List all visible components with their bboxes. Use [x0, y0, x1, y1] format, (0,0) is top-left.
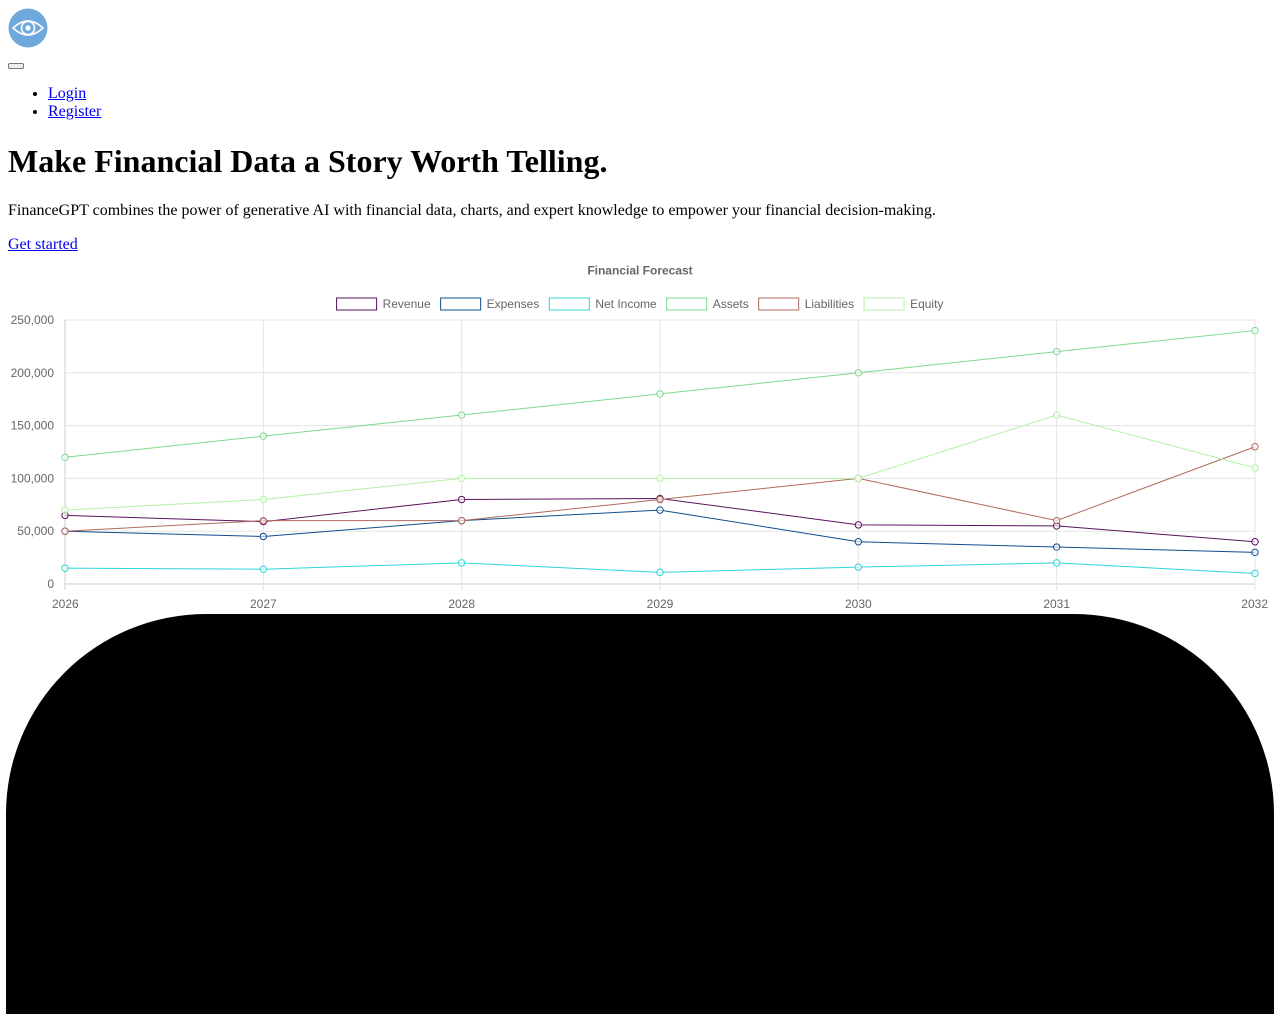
y-tick-label: 50,000 [17, 524, 54, 538]
data-point [457, 411, 466, 419]
legend-swatch [440, 297, 482, 311]
legend-swatch [548, 297, 590, 311]
y-tick-label: 250,000 [11, 313, 55, 327]
legend-swatch [758, 297, 800, 311]
legend-item: Equity [863, 297, 943, 311]
legend-label: Assets [713, 297, 749, 311]
legend-item: Expenses [440, 297, 540, 311]
data-point [1251, 464, 1259, 472]
y-tick-label: 200,000 [11, 366, 55, 380]
data-point [259, 565, 268, 573]
hero-description: FinanceGPT combines the power of generat… [8, 202, 936, 219]
data-point [854, 474, 863, 483]
data-point [656, 390, 664, 398]
legend-swatch [336, 297, 378, 311]
data-point [457, 559, 466, 567]
data-point [259, 495, 268, 504]
data-point [1251, 326, 1259, 335]
x-tick-label: 2030 [845, 597, 872, 611]
legend-item: Assets [666, 297, 749, 311]
y-tick-label: 0 [47, 577, 54, 591]
x-tick-label: 2031 [1043, 597, 1070, 611]
series-net-income [61, 559, 1259, 578]
data-point [259, 516, 268, 525]
legend-item: Revenue [336, 297, 431, 311]
data-point [259, 432, 268, 440]
legend-item: Liabilities [758, 297, 854, 311]
x-tick-label: 2028 [448, 597, 475, 611]
data-point [457, 495, 466, 504]
legend-item: Net Income [548, 297, 657, 311]
y-tick-label: 100,000 [11, 471, 55, 485]
legend-label: Liabilities [805, 297, 854, 311]
data-point [61, 506, 69, 514]
data-point [854, 369, 863, 377]
data-point [854, 521, 863, 529]
data-point [1052, 411, 1061, 419]
nav-item-register: Register [48, 103, 101, 121]
data-point [1251, 443, 1259, 451]
x-tick-label: 2027 [250, 597, 277, 611]
eye-logo-icon[interactable] [8, 8, 48, 48]
financial-forecast-chart: Financial Forecast Revenue Expenses Net Inc… [11, 264, 1269, 612]
legend-swatch [863, 297, 905, 311]
login-link[interactable]: Login [48, 85, 87, 102]
data-point [61, 564, 69, 572]
data-point [1052, 559, 1061, 567]
data-point [656, 568, 664, 577]
series-assets [61, 326, 1259, 461]
data-point [457, 516, 466, 525]
y-tick-label: 150,000 [11, 419, 55, 433]
data-point [854, 538, 863, 546]
hamburger-menu-icon[interactable] [8, 63, 24, 69]
data-point [457, 474, 466, 483]
data-point [1251, 538, 1259, 546]
nav-menu: Login Register [8, 85, 101, 121]
legend-label: Net Income [595, 297, 657, 311]
data-point [656, 495, 664, 504]
data-point [61, 453, 69, 461]
nav-item-login: Login [48, 85, 101, 103]
legend-label: Equity [910, 297, 943, 311]
legend-label: Expenses [487, 297, 540, 311]
data-point [61, 527, 69, 535]
hero-title: Make Financial Data a Story Worth Tellin… [8, 143, 608, 179]
data-point [656, 506, 664, 514]
data-point [1251, 548, 1259, 557]
data-point [259, 532, 268, 541]
data-point [854, 563, 863, 571]
chart-title: Financial Forecast [587, 264, 692, 278]
get-started-link[interactable]: Get started [8, 236, 78, 253]
legend-swatch [666, 297, 708, 311]
x-tick-label: 2026 [52, 597, 79, 611]
data-point [1052, 347, 1061, 356]
chart-legend: Revenue Expenses Net Income Assets Liabiliti… [336, 297, 943, 311]
decorative-black-shape [6, 614, 1274, 1014]
register-link[interactable]: Register [48, 103, 102, 120]
legend-label: Revenue [383, 297, 431, 311]
series-equity [61, 411, 1259, 514]
x-tick-label: 2032 [1241, 597, 1268, 611]
data-point [656, 474, 664, 483]
data-point [1251, 569, 1259, 578]
data-point [1052, 543, 1061, 551]
data-point [1052, 516, 1061, 525]
x-tick-label: 2029 [647, 597, 674, 611]
